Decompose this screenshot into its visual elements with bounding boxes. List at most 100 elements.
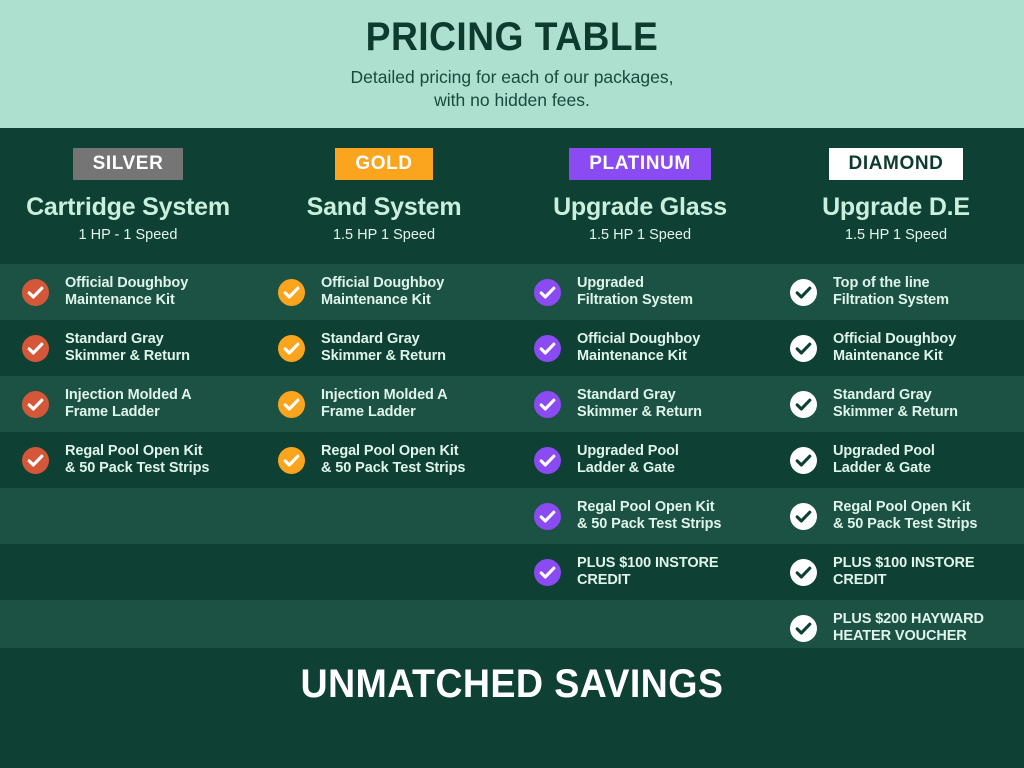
feature-label: Upgraded Pool Ladder & Gate bbox=[577, 443, 679, 477]
plan-column-silver: SILVER Cartridge System 1 HP - 1 Speed bbox=[0, 128, 256, 264]
feature-cell: Official Doughboy Maintenance Kit bbox=[512, 320, 768, 376]
check-icon bbox=[534, 390, 561, 418]
feature-label: Upgraded Filtration System bbox=[577, 275, 693, 309]
check-icon bbox=[278, 446, 305, 474]
check-icon bbox=[790, 390, 817, 418]
feature-cell: Regal Pool Open Kit & 50 Pack Test Strips bbox=[0, 432, 256, 488]
feature-label: Upgraded Pool Ladder & Gate bbox=[833, 443, 935, 477]
feature-label-line-1: Regal Pool Open Kit bbox=[577, 498, 715, 515]
feature-cell: Official Doughboy Maintenance Kit bbox=[256, 264, 512, 320]
plan-name-diamond: Upgrade D.E bbox=[822, 193, 970, 221]
feature-label-line-2: CREDIT bbox=[833, 572, 887, 588]
check-icon bbox=[534, 446, 561, 474]
feature-label-line-2: Skimmer & Return bbox=[321, 348, 446, 364]
feature-cell: Official Doughboy Maintenance Kit bbox=[0, 264, 256, 320]
check-icon bbox=[534, 334, 561, 362]
feature-label-line-1: PLUS $200 HAYWARD bbox=[833, 610, 984, 627]
check-icon bbox=[790, 614, 817, 642]
feature-label: PLUS $200 HAYWARD HEATER VOUCHER bbox=[833, 611, 984, 645]
plan-badge-silver[interactable]: SILVER bbox=[72, 148, 184, 180]
check-icon bbox=[534, 558, 561, 586]
plan-badge-diamond[interactable]: DIAMOND bbox=[828, 148, 964, 180]
feature-label: Regal Pool Open Kit & 50 Pack Test Strips bbox=[321, 443, 465, 477]
feature-cell: Upgraded Pool Ladder & Gate bbox=[768, 432, 1024, 488]
feature-label: Injection Molded A Frame Ladder bbox=[321, 387, 448, 421]
feature-label-line-1: PLUS $100 INSTORE bbox=[833, 554, 975, 571]
check-icon bbox=[278, 390, 305, 418]
plan-column-gold: GOLD Sand System 1.5 HP 1 Speed bbox=[256, 128, 512, 264]
table-row: Injection Molded A Frame Ladder Injection … bbox=[0, 376, 1024, 432]
feature-label-line-1: PLUS $100 INSTORE bbox=[577, 554, 719, 571]
subtitle-line-1: Detailed pricing for each of our package… bbox=[350, 67, 674, 87]
feature-cell: Standard Gray Skimmer & Return bbox=[768, 376, 1024, 432]
feature-cell: Upgraded Filtration System bbox=[512, 264, 768, 320]
plan-spec-gold: 1.5 HP 1 Speed bbox=[332, 226, 436, 243]
feature-label: Regal Pool Open Kit & 50 Pack Test Strips bbox=[577, 499, 721, 533]
table-row: Official Doughboy Maintenance Kit Official… bbox=[0, 264, 1024, 320]
feature-rows: Official Doughboy Maintenance Kit Official… bbox=[0, 264, 1024, 656]
page-subtitle: Detailed pricing for each of our package… bbox=[0, 66, 1024, 113]
plan-name-platinum: Upgrade Glass bbox=[553, 193, 727, 221]
feature-label: PLUS $100 INSTORE CREDIT bbox=[833, 554, 975, 589]
feature-label-line-2: Maintenance Kit bbox=[833, 348, 943, 364]
check-icon bbox=[534, 278, 561, 306]
feature-label-line-1: Official Doughboy bbox=[833, 330, 957, 347]
feature-label-line-2: Filtration System bbox=[577, 292, 693, 308]
plan-badge-platinum[interactable]: PLATINUM bbox=[569, 148, 711, 180]
feature-label-line-2: Maintenance Kit bbox=[321, 292, 431, 308]
feature-cell: PLUS $200 HAYWARD HEATER VOUCHER bbox=[768, 600, 1024, 656]
feature-label: Official Doughboy Maintenance Kit bbox=[577, 331, 700, 365]
feature-label: PLUS $100 INSTORE CREDIT bbox=[577, 554, 719, 589]
check-icon bbox=[22, 278, 49, 306]
check-icon bbox=[790, 278, 817, 306]
feature-label: Official Doughboy Maintenance Kit bbox=[321, 275, 444, 309]
feature-label-line-1: Regal Pool Open Kit bbox=[833, 498, 971, 515]
feature-label: Regal Pool Open Kit & 50 Pack Test Strips bbox=[833, 499, 977, 533]
feature-label-line-1: Standard Gray bbox=[833, 386, 932, 403]
feature-label-line-1: Standard Gray bbox=[65, 330, 164, 347]
feature-label-line-1: Upgraded bbox=[577, 274, 644, 291]
page-title: PRICING TABLE bbox=[365, 15, 659, 59]
table-row: Regal Pool Open Kit & 50 Pack Test Strips… bbox=[0, 488, 1024, 544]
check-icon bbox=[278, 278, 305, 306]
feature-cell: Standard Gray Skimmer & Return bbox=[0, 320, 256, 376]
feature-label-line-2: Maintenance Kit bbox=[577, 348, 687, 364]
table-row: PLUS $100 INSTORE CREDIT PLUS $100 INSTORE… bbox=[0, 544, 1024, 600]
footer-banner: UNMATCHED SAVINGS bbox=[0, 648, 1024, 768]
footer-text: UNMATCHED SAVINGS bbox=[300, 662, 724, 706]
feature-cell: Upgraded Pool Ladder & Gate bbox=[512, 432, 768, 488]
check-icon bbox=[278, 334, 305, 362]
feature-label: Standard Gray Skimmer & Return bbox=[577, 387, 702, 421]
plan-spec-silver: 1 HP - 1 Speed bbox=[78, 226, 178, 243]
feature-cell: Official Doughboy Maintenance Kit bbox=[768, 320, 1024, 376]
check-icon bbox=[22, 446, 49, 474]
feature-label-line-2: & 50 Pack Test Strips bbox=[577, 516, 722, 532]
feature-cell: Standard Gray Skimmer & Return bbox=[512, 376, 768, 432]
feature-label-line-1: Official Doughboy bbox=[65, 274, 189, 291]
feature-label-line-1: Injection Molded A bbox=[321, 386, 448, 403]
plan-badge-gold[interactable]: GOLD bbox=[335, 148, 433, 180]
feature-label-line-1: Upgraded Pool bbox=[833, 442, 935, 459]
plan-header-row: SILVER Cartridge System 1 HP - 1 Speed GOLD… bbox=[0, 128, 1024, 264]
feature-label-line-2: CREDIT bbox=[577, 572, 631, 588]
feature-label-line-2: Frame Ladder bbox=[65, 404, 160, 420]
check-icon bbox=[790, 502, 817, 530]
feature-cell: PLUS $100 INSTORE CREDIT bbox=[512, 544, 768, 600]
table-row: PLUS $200 HAYWARD HEATER VOUCHER bbox=[0, 600, 1024, 656]
plan-spec-platinum: 1.5 HP 1 Speed bbox=[588, 226, 692, 243]
feature-label: Official Doughboy Maintenance Kit bbox=[65, 275, 188, 309]
check-icon bbox=[534, 502, 561, 530]
check-icon bbox=[790, 334, 817, 362]
plan-column-diamond: DIAMOND Upgrade D.E 1.5 HP 1 Speed bbox=[768, 128, 1024, 264]
feature-cell: Regal Pool Open Kit & 50 Pack Test Strips bbox=[256, 432, 512, 488]
feature-label-line-1: Top of the line bbox=[833, 274, 930, 291]
subtitle-line-2: with no hidden fees. bbox=[434, 90, 590, 111]
feature-label: Top of the line Filtration System bbox=[833, 275, 949, 309]
check-icon bbox=[22, 334, 49, 362]
feature-cell: Standard Gray Skimmer & Return bbox=[256, 320, 512, 376]
page-header: PRICING TABLE Detailed pricing for each … bbox=[0, 0, 1024, 128]
feature-cell: PLUS $100 INSTORE CREDIT bbox=[768, 544, 1024, 600]
feature-label-line-1: Upgraded Pool bbox=[577, 442, 679, 459]
feature-cell: Top of the line Filtration System bbox=[768, 264, 1024, 320]
